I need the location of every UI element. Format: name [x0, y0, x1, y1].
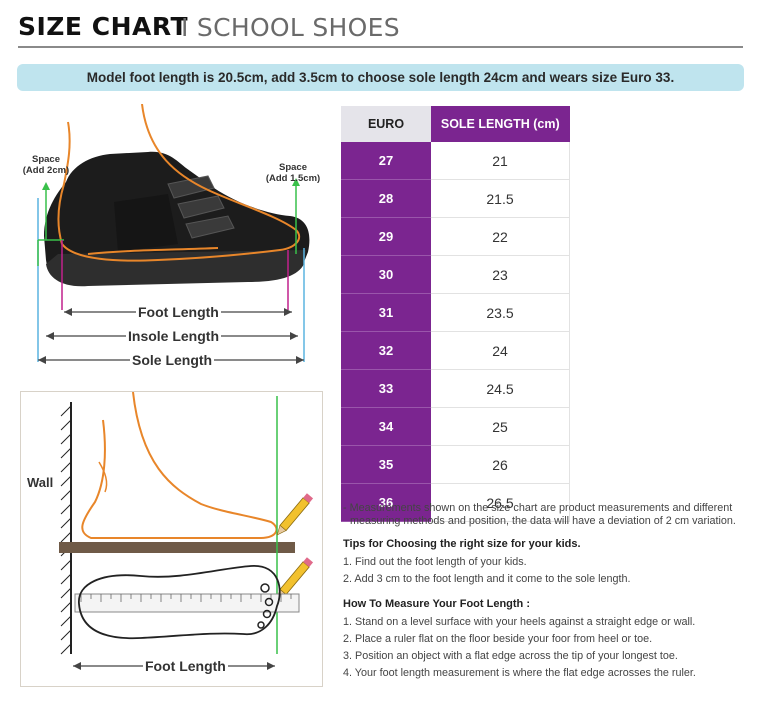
list-item: 1. Find out the foot length of your kids…	[343, 556, 527, 568]
page-subtitle: I SCHOOL SHOES	[181, 13, 400, 42]
sole-length: 26.5	[431, 483, 570, 522]
wall-label: Wall	[27, 475, 54, 490]
shoe-diagram: Space (Add 2cm) Space (Add 1.5cm) Foot L…	[18, 103, 320, 384]
space-right-label: Space (Add 1.5cm)	[261, 162, 325, 184]
table-row: 34 25	[341, 407, 570, 446]
measure-foot-length-label: Foot Length	[143, 658, 228, 674]
euro-size: 36	[341, 483, 431, 522]
column-header-sole-length: SOLE LENGTH (cm)	[431, 106, 570, 142]
tips-title: Tips for Choosing the right size for you…	[343, 538, 581, 550]
sole-length: 23	[431, 255, 570, 294]
shoe-illustration	[37, 103, 310, 364]
table-row: 30 23	[341, 255, 570, 294]
table-row: 33 24.5	[341, 369, 570, 408]
foot-measure-diagram: Wall Foot Length	[20, 391, 323, 687]
space-left-title: Space	[32, 154, 60, 165]
euro-size: 31	[341, 293, 431, 332]
sole-length: 24.5	[431, 369, 570, 408]
table-header-row: EURO SOLE LENGTH (cm)	[341, 106, 570, 142]
table-row: 35 26	[341, 445, 570, 484]
sole-length: 26	[431, 445, 570, 484]
euro-size: 35	[341, 445, 431, 484]
euro-size: 27	[341, 142, 431, 180]
sole-length: 25	[431, 407, 570, 446]
list-item: 3. Position an object with a flat edge a…	[343, 650, 678, 662]
space-left-label: Space (Add 2cm)	[18, 154, 74, 176]
measurement-note: - Measurements shown on the size chart a…	[343, 502, 736, 527]
euro-size: 30	[341, 255, 431, 294]
euro-size: 34	[341, 407, 431, 446]
sole-length: 22	[431, 217, 570, 256]
model-info-text: Model foot length is 20.5cm, add 3.5cm t…	[86, 70, 675, 85]
list-item: 2. Place a ruler flat on the floor besid…	[343, 633, 653, 645]
table-row: 31 23.5	[341, 293, 570, 332]
measure-title: How To Measure Your Foot Length :	[343, 598, 530, 610]
header-divider	[18, 46, 743, 48]
column-header-euro: EURO	[341, 106, 431, 142]
table-row: 36 26.5	[341, 483, 570, 522]
page-title: SIZE CHART	[18, 12, 189, 41]
sole-length: 24	[431, 331, 570, 370]
table-row: 27 21	[341, 142, 570, 180]
sole-length-label: Sole Length	[130, 352, 215, 368]
sole-length: 21	[431, 142, 570, 180]
sole-length: 23.5	[431, 293, 570, 332]
sole-length: 21.5	[431, 179, 570, 218]
table-row: 32 24	[341, 331, 570, 370]
space-right-title: Space	[279, 162, 307, 173]
measure-steps-list: 1. Stand on a level surface with your he…	[343, 614, 753, 682]
list-item: 2. Add 3 cm to the foot length and it co…	[343, 573, 631, 585]
euro-size: 29	[341, 217, 431, 256]
measure-illustration	[59, 392, 314, 670]
foot-length-label: Foot Length	[136, 304, 221, 320]
notes-section: - Measurements shown on the size chart a…	[343, 502, 753, 682]
size-table: EURO SOLE LENGTH (cm) 27 21 28 21.5 29 22 3…	[341, 106, 570, 522]
space-right-value: (Add 1.5cm)	[265, 173, 321, 184]
table-row: 28 21.5	[341, 179, 570, 218]
table-row: 29 22	[341, 217, 570, 256]
insole-length-label: Insole Length	[126, 328, 221, 344]
euro-size: 32	[341, 331, 431, 370]
euro-size: 33	[341, 369, 431, 408]
list-item: 1. Stand on a level surface with your he…	[343, 616, 696, 628]
space-left-value: (Add 2cm)	[22, 165, 70, 176]
euro-size: 28	[341, 179, 431, 218]
list-item: 4. Your foot length measurement is where…	[343, 667, 696, 679]
tips-list: 1. Find out the foot length of your kids…	[343, 554, 753, 588]
model-info-banner: Model foot length is 20.5cm, add 3.5cm t…	[17, 64, 744, 91]
